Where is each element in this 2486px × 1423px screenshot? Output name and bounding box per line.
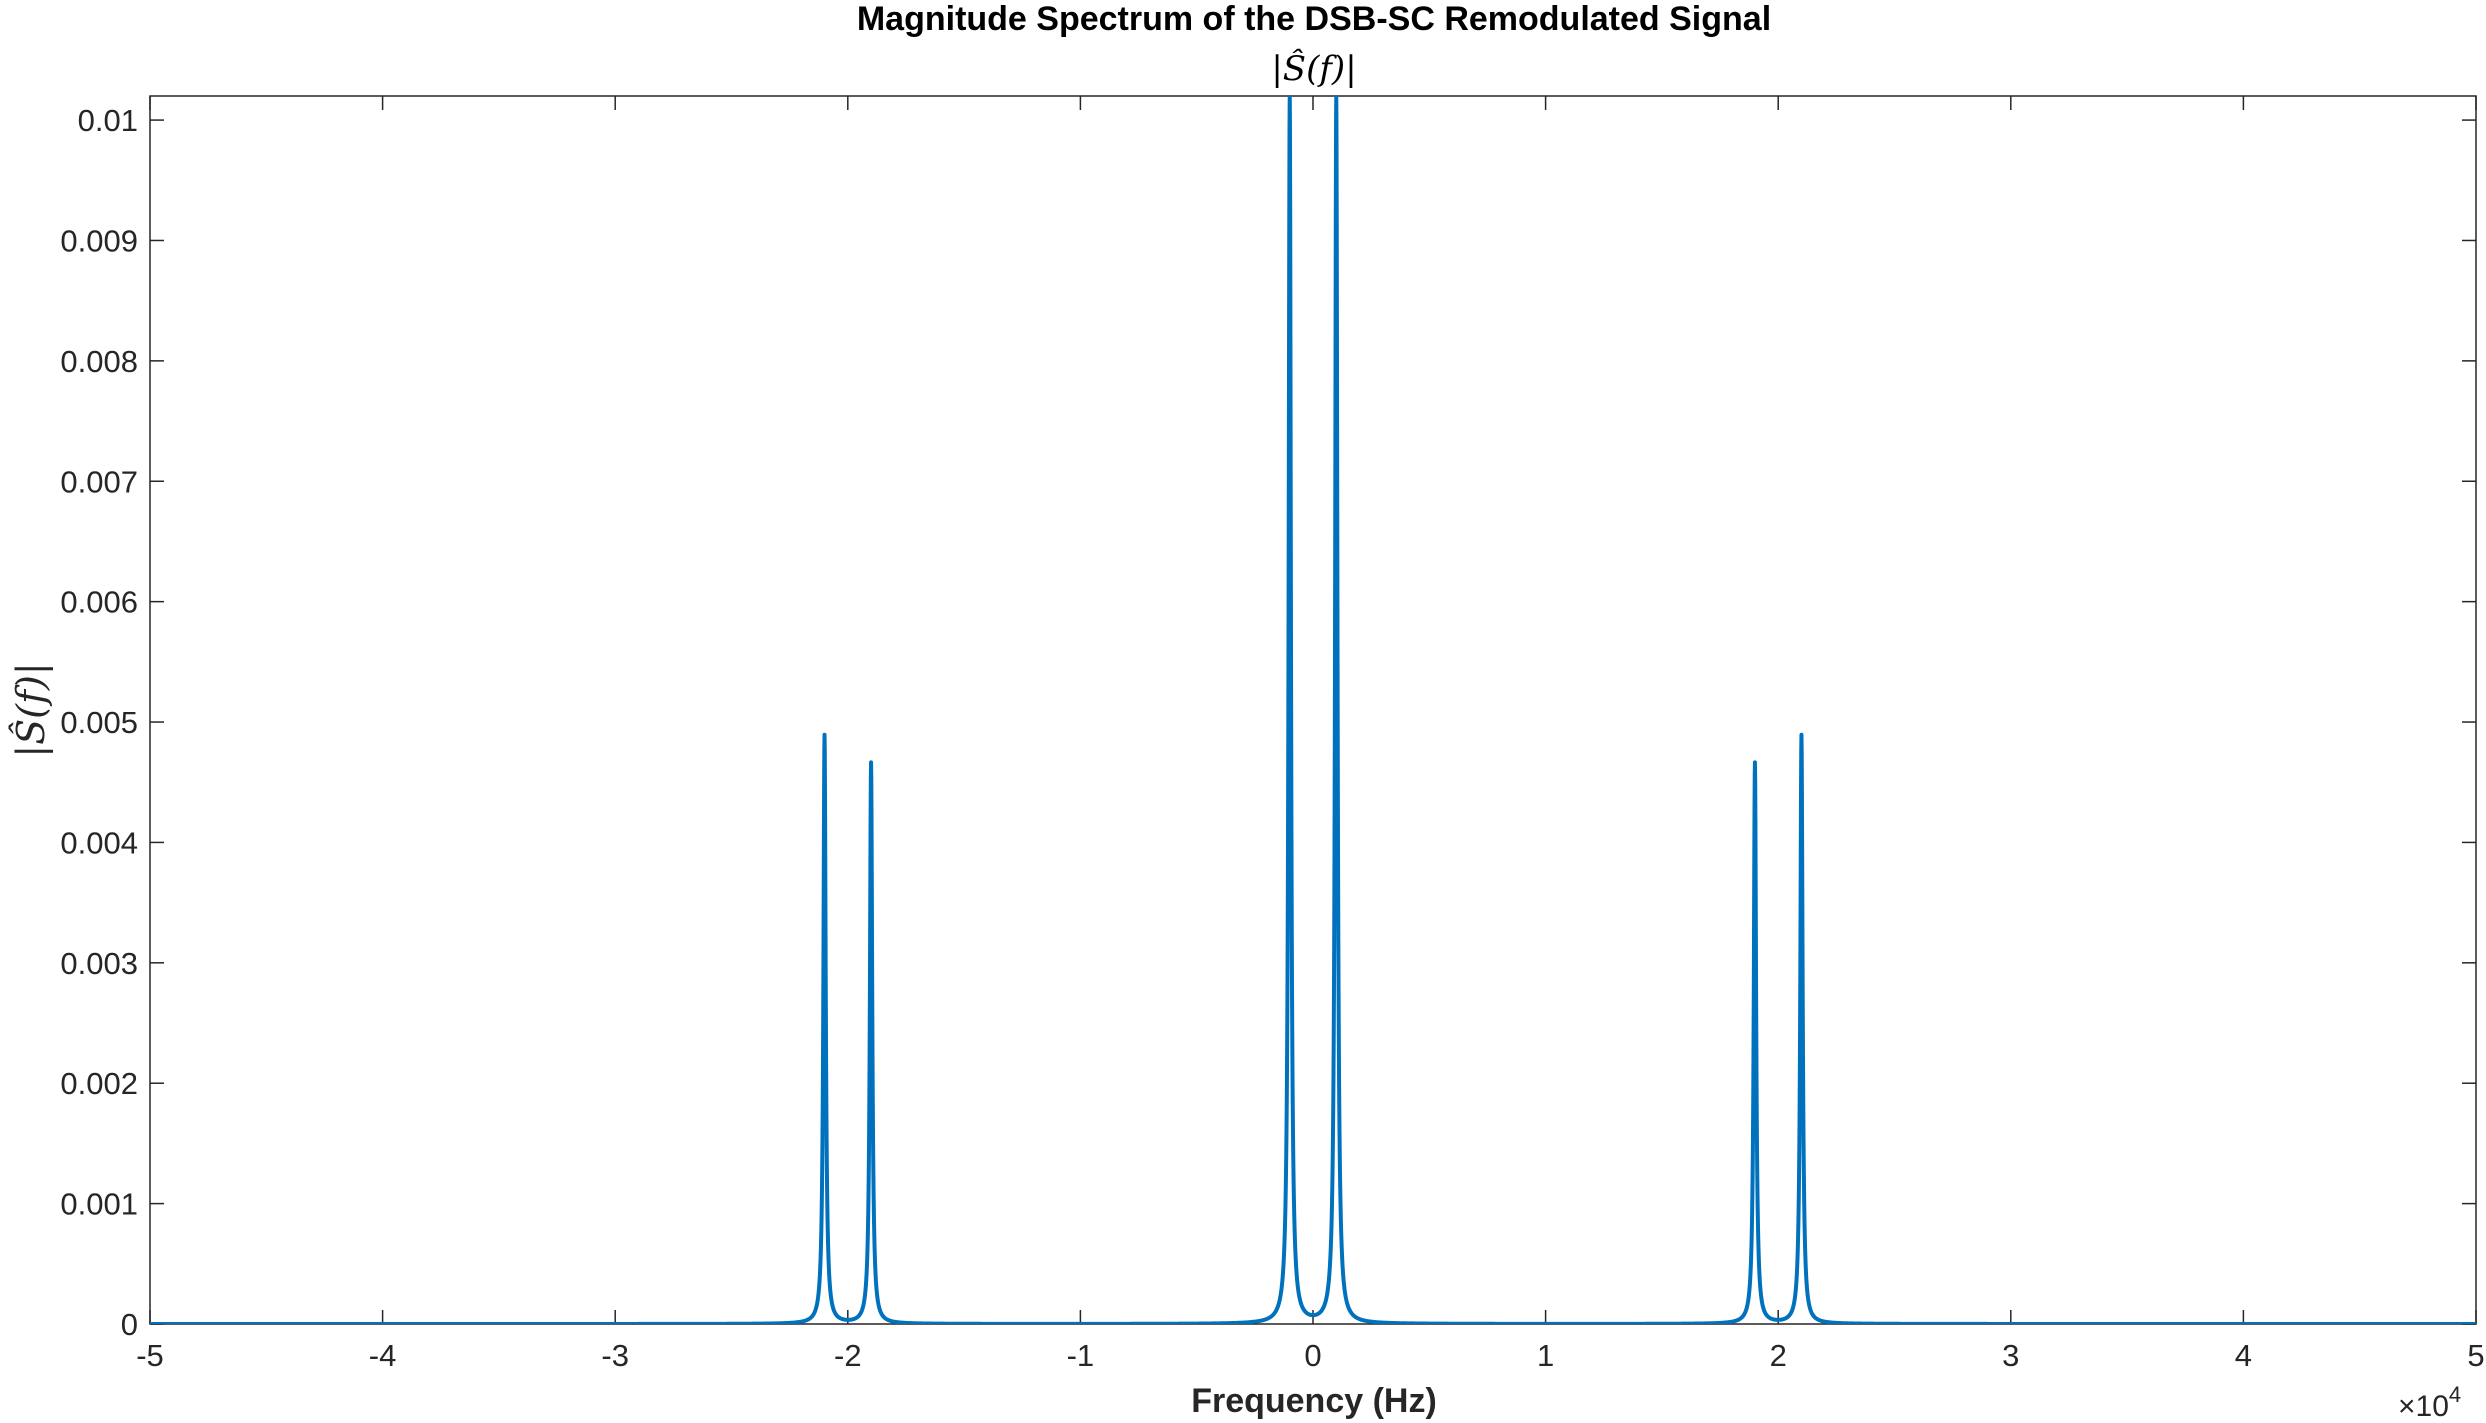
x-tick-label: -3 [601,1338,629,1373]
y-tick-label: 0.01 [78,103,138,138]
y-tick-label: 0.006 [60,585,138,620]
y-tick-label: 0.004 [60,825,138,860]
x-tick-label: -4 [369,1338,397,1373]
y-tick-label: 0.005 [60,705,138,740]
x-tick-label: -5 [136,1338,164,1373]
x-tick-label: 5 [2467,1338,2484,1373]
x-tick-label: 0 [1304,1338,1321,1373]
y-tick-label: 0.001 [60,1187,138,1222]
x-tick-label: 1 [1537,1338,1554,1373]
x-tick-label: 3 [2002,1338,2019,1373]
y-tick-label: 0.003 [60,946,138,981]
y-axis-label: |Ŝ(f)| [9,662,53,757]
plot-area-box [149,95,2477,1325]
x-tick-label: -1 [1067,1338,1095,1373]
chart-title: Magnitude Spectrum of the DSB-SC Remodul… [857,0,1771,38]
y-tick-label: 0.009 [60,223,138,258]
x-axis-ticks: -5 -4 -3 -2 -1 0 1 2 3 4 5 [136,96,2485,1373]
y-tick-label: 0 [121,1307,138,1342]
x-tick-label: 4 [2235,1338,2252,1373]
magnitude-spectrum-line [150,96,2476,1324]
x-axis-label: Frequency (Hz) [1191,1382,1437,1420]
x-tick-label: 2 [1770,1338,1787,1373]
chart-subtitle: |Ŝ(f)| [1271,48,1356,89]
y-tick-label: 0.002 [60,1066,138,1101]
y-tick-label: 0.007 [60,464,138,499]
x-tick-label: -2 [834,1338,862,1373]
y-tick-label: 0.008 [60,344,138,379]
y-axis-ticks: 0 0.001 0.002 0.003 0.004 0.005 0.006 0.007 0.00… [60,103,2476,1342]
x-axis-multiplier: ×104 [2398,1382,2461,1423]
